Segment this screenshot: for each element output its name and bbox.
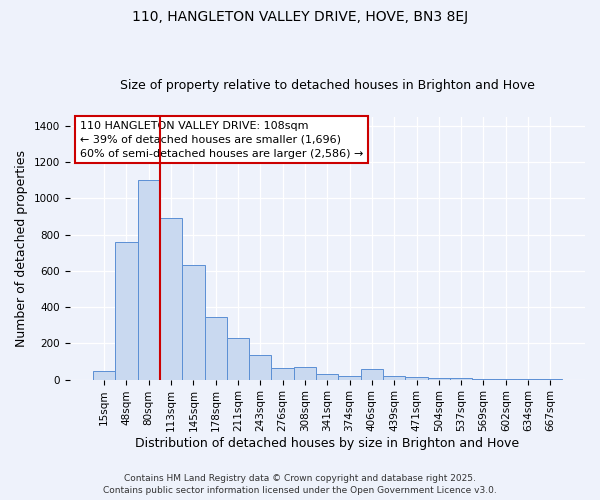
Bar (227, 338, 249, 380)
Bar (294, 367, 316, 380)
Y-axis label: Number of detached properties: Number of detached properties (15, 150, 28, 346)
Text: 110 HANGLETON VALLEY DRIVE: 108sqm
← 39% of detached houses are smaller (1,696)
: 110 HANGLETON VALLEY DRIVE: 108sqm ← 39%… (80, 120, 363, 158)
X-axis label: Distribution of detached houses by size in Brighton and Hove: Distribution of detached houses by size … (135, 437, 520, 450)
Bar (137, 180, 160, 380)
Bar (115, 242, 137, 380)
Bar (361, 368, 383, 380)
Text: Contains HM Land Registry data © Crown copyright and database right 2025.
Contai: Contains HM Land Registry data © Crown c… (103, 474, 497, 495)
Bar (316, 374, 338, 380)
Bar (271, 368, 294, 380)
Title: Size of property relative to detached houses in Brighton and Hove: Size of property relative to detached ho… (120, 79, 535, 92)
Bar (383, 376, 406, 380)
Bar (160, 218, 182, 380)
Bar (338, 376, 361, 380)
Bar (249, 355, 271, 380)
Bar (494, 378, 517, 380)
Bar (428, 378, 450, 380)
Bar (539, 378, 562, 380)
Bar (450, 378, 472, 380)
Bar (93, 370, 115, 380)
Text: 110, HANGLETON VALLEY DRIVE, HOVE, BN3 8EJ: 110, HANGLETON VALLEY DRIVE, HOVE, BN3 8… (132, 10, 468, 24)
Bar (517, 379, 539, 380)
Bar (472, 378, 494, 380)
Bar (406, 377, 428, 380)
Bar (205, 317, 227, 380)
Bar (182, 266, 205, 380)
